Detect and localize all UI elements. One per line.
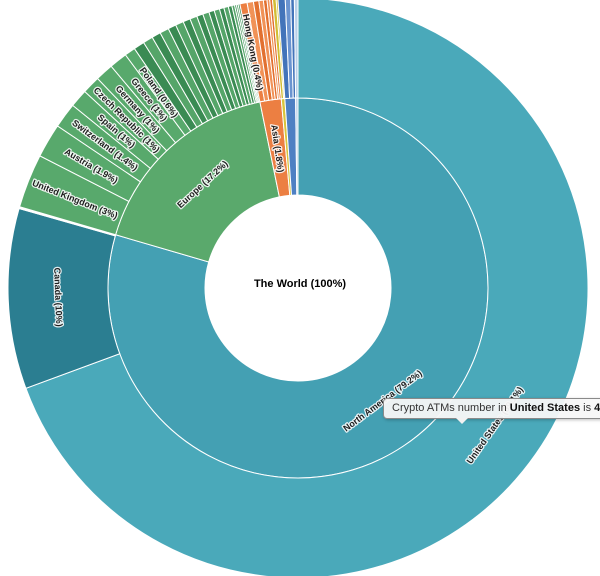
tooltip-value: 4 873 (69.1%) xyxy=(594,402,600,414)
slices-layer xyxy=(7,0,589,576)
slice[interactable] xyxy=(293,0,299,99)
center-label: The World (100%) xyxy=(254,278,346,290)
slice-united-states[interactable] xyxy=(25,0,589,576)
tooltip: Crypto ATMs number in United States is 4… xyxy=(383,398,600,424)
tooltip-subject: United States xyxy=(509,402,581,414)
slice-canada-label: Canada (10%) xyxy=(52,267,64,326)
tooltip-text-middle: is xyxy=(580,402,595,414)
tooltip-callout xyxy=(456,418,468,424)
tooltip-text-prefix: Crypto ATMs number in xyxy=(392,402,510,414)
